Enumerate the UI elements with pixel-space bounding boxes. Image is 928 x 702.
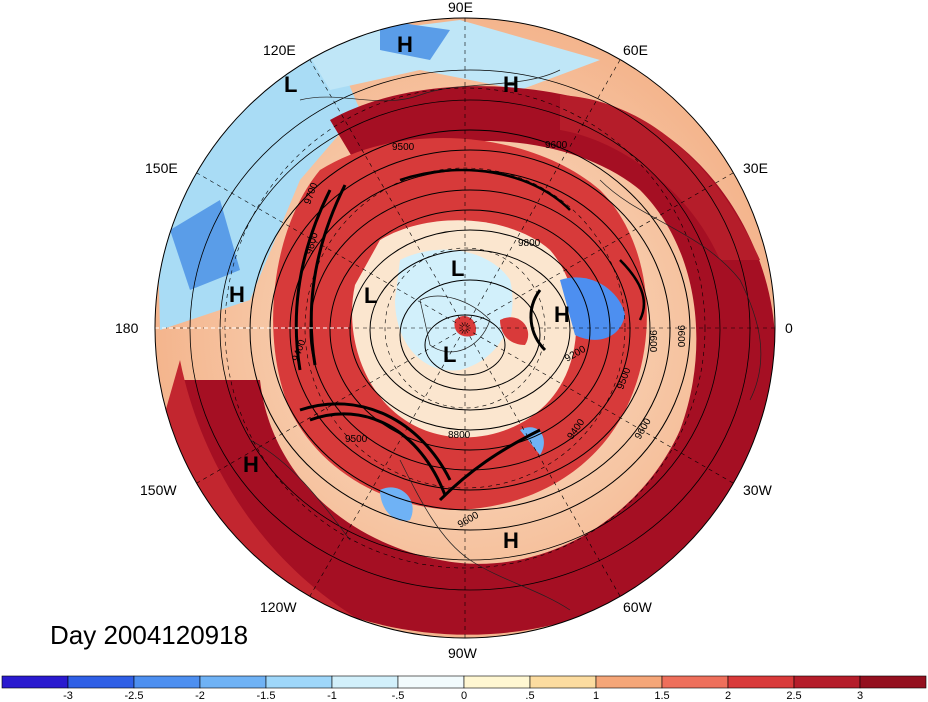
lon-label-150e: 150E: [145, 160, 178, 176]
colorbar-swatch: [595, 675, 663, 689]
contour-label: 9800: [518, 238, 541, 249]
colorbar-tick-label: .5: [525, 690, 534, 702]
colorbar-swatch: [463, 675, 531, 689]
high-marker: H: [503, 72, 519, 97]
colorbar-swatch: [661, 675, 729, 689]
colorbar-tick-label: 3: [857, 690, 863, 702]
high-marker: H: [397, 32, 413, 57]
colorbar-swatch: [397, 675, 465, 689]
lon-label-90w: 90W: [448, 645, 478, 661]
longitude-labels: 90E 60E 30E 0 30W 60W 90W 120W 150W 180 …: [115, 0, 793, 661]
coastlines: [249, 69, 762, 611]
lon-label-180: 180: [115, 320, 139, 336]
height-contours: [189, 69, 751, 591]
colorbar-tick-label: 2.5: [786, 690, 801, 702]
contour-label: 9600: [545, 140, 568, 151]
contour-label: 9500: [392, 142, 415, 153]
colorbar-tick-label: -1: [327, 690, 337, 702]
colorbar-tick-label: 1.5: [654, 690, 669, 702]
high-marker: H: [503, 528, 519, 553]
lon-label-30e: 30E: [743, 160, 768, 176]
colorbar-swatch: [67, 675, 135, 689]
lon-label-60w: 60W: [623, 599, 653, 615]
colorbar-swatch: [529, 675, 597, 689]
lon-label-120e: 120E: [263, 42, 296, 58]
high-marker: H: [554, 302, 570, 327]
colorbar-tick-label: 1: [593, 690, 599, 702]
lon-label-60e: 60E: [623, 42, 648, 58]
contour-label: 9600: [647, 330, 658, 353]
lon-label-150w: 150W: [140, 482, 177, 498]
contour-label: 9600: [675, 325, 686, 348]
colorbar-tick-label: -3: [63, 690, 73, 702]
colorbar-swatch: [793, 675, 861, 689]
contour-label: 8800: [448, 430, 471, 441]
colorbar-tick-label: -2: [195, 690, 205, 702]
lon-label-90e: 90E: [448, 0, 473, 15]
colorbar-swatch: [1, 675, 69, 689]
colorbar-swatch: [265, 675, 333, 689]
contour-label: 9500: [345, 434, 368, 445]
colorbar-tick-label: -2.5: [125, 690, 144, 702]
colorbar-tick-label: 2: [725, 690, 731, 702]
low-marker: L: [443, 342, 456, 367]
pressure-system-labels: H H L H L L H L H H: [229, 32, 570, 553]
colorbar-swatch: [859, 675, 927, 689]
colorbar: -3 -2.5 -2 -1.5 -1 -.5 0 .5 1 1.5 2 2.5 3: [1, 675, 927, 702]
low-marker: L: [364, 283, 377, 308]
date-label: Day 2004120918: [50, 620, 249, 650]
lon-label-0: 0: [785, 320, 793, 336]
globe-border: [154, 17, 776, 639]
colorbar-swatch: [133, 675, 201, 689]
colorbar-swatch: [331, 675, 399, 689]
colorbar-tick-label: 0: [461, 690, 467, 702]
colorbar-tick-label: -1.5: [257, 690, 276, 702]
lon-label-30w: 30W: [743, 482, 773, 498]
colorbar-swatch: [727, 675, 795, 689]
colorbar-swatch: [199, 675, 267, 689]
colorbar-tick-label: -.5: [392, 690, 405, 702]
lon-label-120w: 120W: [260, 599, 297, 615]
high-marker: H: [243, 452, 259, 477]
low-marker: L: [451, 256, 464, 281]
high-marker: H: [229, 282, 245, 307]
low-marker: L: [284, 72, 297, 97]
